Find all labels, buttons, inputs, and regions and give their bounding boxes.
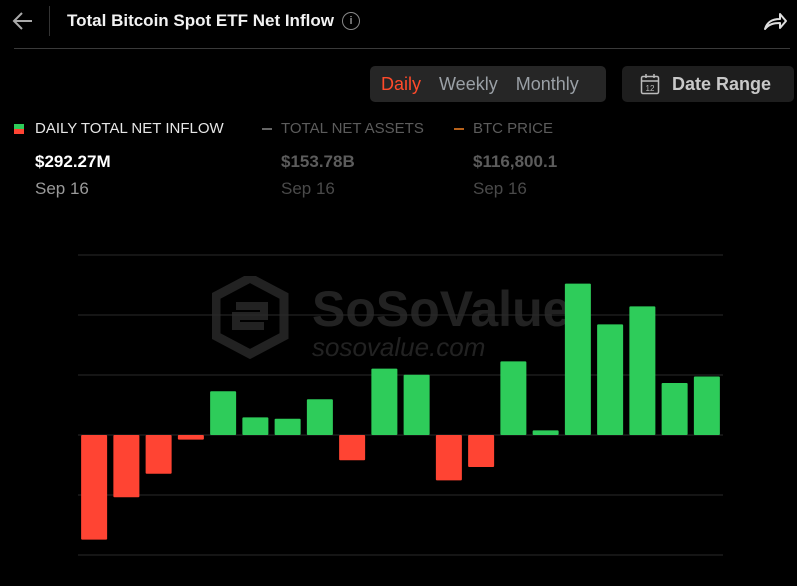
legend-value: $292.27M (35, 152, 111, 171)
bar-2025/09/12[interactable] (629, 306, 656, 435)
page-title: Total Bitcoin Spot ETF Net Inflow (67, 11, 334, 30)
bar-2025/09/02[interactable] (371, 368, 398, 435)
date-range-button[interactable]: 12 Date Range (622, 66, 794, 102)
legend-value: $116,800.1 (473, 152, 558, 171)
bar-2025/09/03[interactable] (403, 374, 430, 435)
back-arrow-icon[interactable] (10, 8, 36, 34)
y-tick-label: 600M (33, 307, 68, 323)
bar-2025/09/10[interactable] (564, 283, 591, 435)
line-swatch-icon (262, 127, 272, 130)
legend-label: TOTAL NET ASSETS (281, 120, 424, 137)
bar-2025/09/16[interactable] (693, 376, 720, 435)
period-toggle: Daily Weekly Monthly (370, 66, 606, 102)
period-monthly-button[interactable]: Monthly (515, 73, 579, 94)
green-red-swatch-icon (14, 123, 24, 134)
share-icon[interactable] (762, 9, 788, 33)
bar-2025/09/04[interactable] (435, 435, 462, 481)
period-daily-button[interactable]: Daily (381, 73, 422, 94)
bar-2025/08/25[interactable] (210, 391, 237, 435)
legend-label: DAILY TOTAL NET INFLOW (35, 120, 224, 137)
bar-2025/08/20[interactable] (113, 435, 140, 498)
bar-2025/09/09[interactable] (532, 430, 559, 435)
sosovalue-logo-icon: SoSoValue sosovalue.com (211, 272, 570, 362)
svg-text:sosovalue.com: sosovalue.com (312, 332, 485, 362)
y-tick-label: 0 (60, 427, 68, 443)
y-tick-label: -600M (28, 547, 68, 563)
x-tick-label: 2025/08/19 (59, 567, 129, 583)
bar-2025/08/26[interactable] (242, 417, 269, 435)
y-tick-label: 300M (33, 367, 68, 383)
svg-text:12: 12 (646, 84, 655, 93)
x-tick-label: 2025/08/27 (253, 567, 323, 583)
legend-value: $153.78B (281, 152, 355, 171)
legend-date: Sep 16 (473, 179, 527, 198)
bar-2025/09/08[interactable] (500, 361, 527, 435)
calendar-icon: 12 (640, 74, 660, 95)
sosovalue-watermark: SoSoValue sosovalue.com (211, 272, 592, 371)
divider (49, 6, 50, 36)
bar-2025/09/05[interactable] (468, 435, 495, 467)
svg-text:SoSoValue: SoSoValue (312, 281, 570, 337)
legend-daily-net-inflow[interactable]: DAILY TOTAL NET INFLOW (14, 120, 224, 137)
bar-2025/08/22[interactable] (177, 435, 204, 440)
bar-2025/08/21[interactable] (145, 435, 172, 474)
x-tick-label: 2025/09/16 (672, 567, 742, 583)
y-tick-label: 900M (33, 247, 68, 263)
bar-2025/08/28[interactable] (306, 399, 333, 435)
legend-date: Sep 16 (281, 179, 335, 198)
bar-2025/09/15[interactable] (661, 383, 688, 435)
line-swatch-icon (454, 127, 464, 130)
bar-2025/08/27[interactable] (274, 418, 301, 435)
legend-label: BTC PRICE (473, 120, 554, 137)
x-tick-label: 2025/09/09 (511, 567, 581, 583)
bar-2025/08/19[interactable] (81, 435, 108, 540)
legend-btc-price[interactable]: BTC PRICE (454, 120, 553, 137)
period-weekly-button[interactable]: Weekly (439, 73, 498, 94)
header-divider (14, 48, 790, 49)
bar-2025/08/29[interactable] (339, 435, 366, 461)
x-tick-label: 2025/09/03 (382, 567, 452, 583)
legend-date: Sep 16 (35, 179, 89, 198)
date-range-label: Date Range (672, 73, 772, 94)
bar-2025/09/11[interactable] (597, 324, 624, 435)
info-icon[interactable]: i (342, 12, 360, 30)
legend-total-net-assets[interactable]: TOTAL NET ASSETS (262, 120, 424, 137)
y-tick-label: -300M (28, 487, 68, 503)
